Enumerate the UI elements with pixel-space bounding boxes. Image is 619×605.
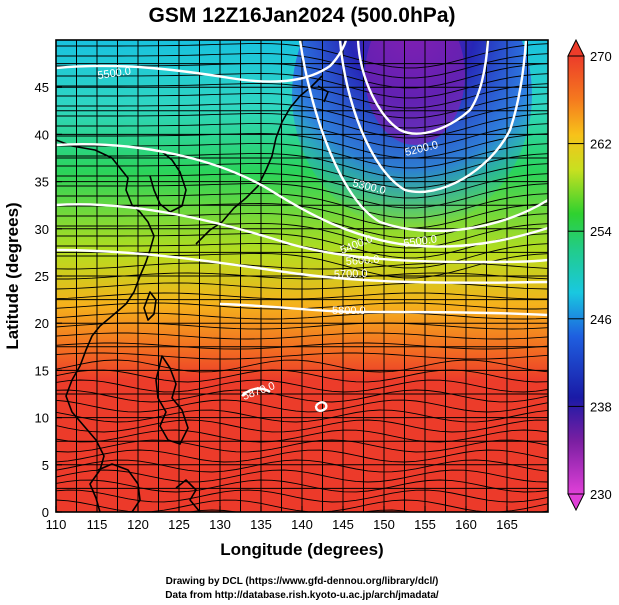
contour-5800 [219,302,548,317]
credit-line-2: Data from http://database.rish.kyoto-u.a… [165,590,439,601]
contour-5500-north [56,40,348,83]
colorbar-bottom-arrow [567,493,585,512]
contour-label: 5500.0 [97,65,132,82]
x-tick-label: 135 [250,517,272,532]
y-tick-label: 45 [35,80,49,95]
chart-title: GSM 12Z16Jan2024 (500.0hPa) [148,4,455,27]
contour-5200 [356,40,490,135]
x-tick-label: 140 [291,517,313,532]
colorbar-ticks: 230 238 246 254 262 270 [568,49,612,502]
y-axis: 0 5 10 15 20 25 30 35 40 45 [35,80,62,520]
philippines-coast [155,355,189,445]
contour-5400 [298,40,548,233]
contour-label: 5800.0 [332,305,366,317]
y-tick-label: 30 [35,222,49,237]
japan-coast [195,75,329,245]
height-contours [56,40,548,412]
contour-5600 [56,203,548,264]
y-tick-label: 35 [35,175,49,190]
x-tick-label: 120 [127,517,149,532]
x-tick-label: 110 [46,517,67,532]
y-tick-label: 5 [42,458,49,473]
y-tick-label: 20 [35,316,49,331]
plot-area: 5500.0 5200.0 5300.0 5400.0 5500.0 5600.… [56,40,548,512]
korea-coast [149,149,187,213]
colorbar-ramp [567,55,585,495]
contour-label: 5700.0 [334,268,368,281]
colorbar-tick-label: 246 [590,312,612,327]
mainland-coast [56,139,155,512]
x-tick-label: 130 [209,517,231,532]
taiwan-coast [143,291,157,321]
colorbar-tick-label: 254 [590,224,612,239]
contour-labels: 5500.0 5200.0 5300.0 5400.0 5500.0 5600.… [97,65,440,402]
sulawesi-coast [175,479,201,512]
credit-line-1: Drawing by DCL (https://www.gfd-dennou.o… [166,576,439,587]
x-tick-label: 155 [414,517,436,532]
y-tick-label: 15 [35,363,49,378]
y-tick-label: 25 [35,269,49,284]
contour-5870 [241,387,328,412]
x-tick-label: 160 [455,517,477,532]
colorbar-tick-label: 238 [590,399,612,414]
x-axis-label: Longitude (degrees) [220,540,383,559]
x-tick-label: 165 [496,517,518,532]
colorbar-top-arrow [567,38,585,57]
lat-lon-grid [56,40,548,512]
contour-label: 5500.0 [403,233,438,250]
x-tick-label: 125 [168,517,190,532]
contour-5500 [56,143,548,248]
x-tick-label: 150 [373,517,395,532]
y-tick-label: 40 [35,127,49,142]
coastlines [56,75,329,512]
contour-label: 5600.0 [345,254,379,268]
y-tick-label: 0 [42,505,49,520]
colorbar-tick-label: 262 [590,137,612,152]
contour-5300 [338,40,528,194]
y-axis-label: Latitude (degrees) [3,202,22,349]
x-axis: 110 115 120 125 130 135 140 145 150 155 160 165 [46,506,518,532]
colorbar-tick-label: 270 [590,49,612,64]
borneo-coast [97,463,141,512]
contour-5700 [56,248,548,284]
x-tick-label: 145 [332,517,354,532]
x-tick-label: 115 [87,517,108,532]
y-tick-label: 10 [35,411,49,426]
colorbar: 230 238 246 254 262 270 [567,38,612,512]
colorbar-tick-label: 230 [590,487,612,502]
